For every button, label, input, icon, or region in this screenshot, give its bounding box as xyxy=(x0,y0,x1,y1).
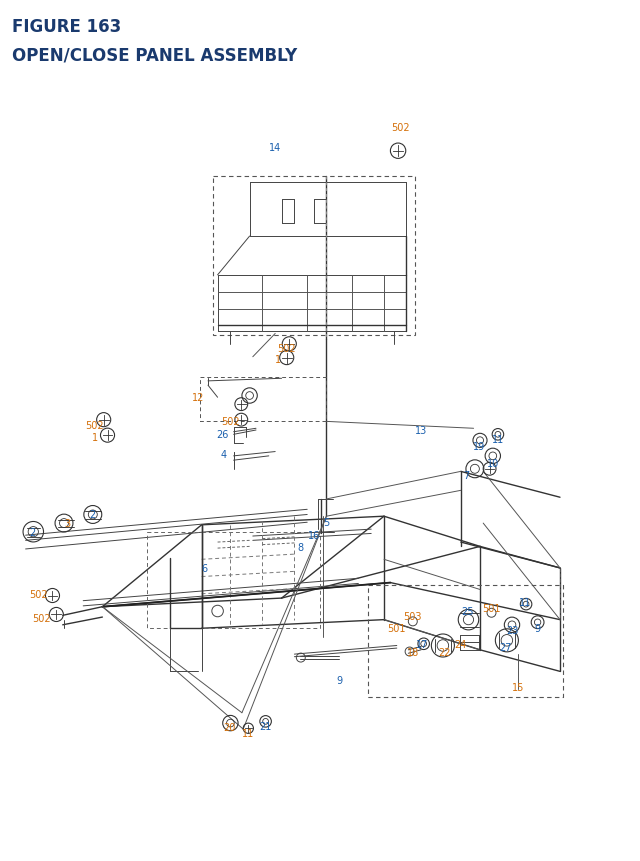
Text: 21: 21 xyxy=(259,721,272,731)
Text: 26: 26 xyxy=(216,430,229,440)
Text: 2: 2 xyxy=(29,527,35,537)
Text: 11: 11 xyxy=(242,728,255,739)
Text: 6: 6 xyxy=(202,563,208,573)
Bar xyxy=(200,377,326,422)
Text: 3: 3 xyxy=(64,518,70,529)
Text: 9: 9 xyxy=(534,623,541,634)
Text: 502: 502 xyxy=(32,613,51,623)
Text: 23: 23 xyxy=(506,625,518,635)
Text: 502: 502 xyxy=(277,344,296,354)
Text: 501: 501 xyxy=(388,623,406,634)
Text: 18: 18 xyxy=(406,647,419,658)
Text: 7: 7 xyxy=(463,470,469,480)
Text: 4: 4 xyxy=(221,449,227,460)
Text: 502: 502 xyxy=(29,589,48,599)
Text: 27: 27 xyxy=(499,642,512,653)
Text: 1: 1 xyxy=(275,355,282,365)
Text: 1: 1 xyxy=(92,432,98,443)
Bar xyxy=(213,177,415,336)
Text: 8: 8 xyxy=(298,542,304,553)
Text: 2: 2 xyxy=(90,510,96,520)
Text: OPEN/CLOSE PANEL ASSEMBLY: OPEN/CLOSE PANEL ASSEMBLY xyxy=(12,46,297,64)
Text: 22: 22 xyxy=(438,647,451,658)
Text: 24: 24 xyxy=(454,639,467,649)
Bar xyxy=(147,532,320,629)
Text: 501: 501 xyxy=(483,603,500,613)
Text: 13: 13 xyxy=(415,425,428,436)
Text: 502: 502 xyxy=(221,417,240,427)
Text: 19: 19 xyxy=(472,441,485,451)
Text: 502: 502 xyxy=(390,122,410,133)
Text: FIGURE 163: FIGURE 163 xyxy=(12,18,121,36)
Text: 9: 9 xyxy=(336,675,342,685)
Text: 17: 17 xyxy=(416,639,429,649)
Text: 502: 502 xyxy=(85,420,104,430)
Text: 15: 15 xyxy=(512,682,525,692)
Text: 20: 20 xyxy=(223,722,236,733)
Text: 5: 5 xyxy=(323,517,330,528)
Text: 12: 12 xyxy=(192,393,205,403)
Text: 14: 14 xyxy=(269,143,282,153)
Text: 10: 10 xyxy=(486,458,499,468)
Text: 16: 16 xyxy=(307,530,320,541)
Text: 11: 11 xyxy=(518,598,531,608)
Text: 503: 503 xyxy=(404,611,422,622)
Text: 11: 11 xyxy=(492,434,504,444)
Text: 25: 25 xyxy=(461,606,474,616)
Bar xyxy=(368,585,563,697)
